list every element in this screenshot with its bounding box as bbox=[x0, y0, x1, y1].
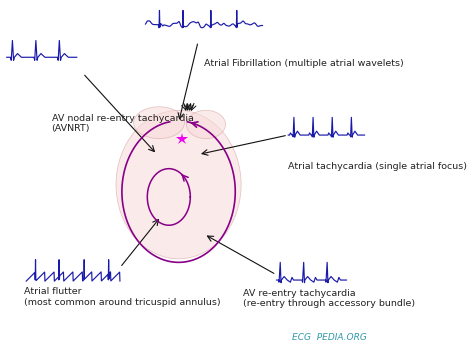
Text: Atrial flutter
(most common around tricuspid annulus): Atrial flutter (most common around tricu… bbox=[24, 287, 221, 306]
Text: AV nodal re-entry tachycardia
(AVNRT): AV nodal re-entry tachycardia (AVNRT) bbox=[52, 114, 193, 133]
Ellipse shape bbox=[116, 110, 241, 259]
Ellipse shape bbox=[186, 110, 226, 138]
Text: Atrial tachycardia (single atrial focus): Atrial tachycardia (single atrial focus) bbox=[288, 162, 467, 171]
Ellipse shape bbox=[134, 107, 184, 138]
Text: AV re-entry tachycardia
(re-entry through accessory bundle): AV re-entry tachycardia (re-entry throug… bbox=[243, 289, 415, 308]
Text: Atrial Fibrillation (multiple atrial wavelets): Atrial Fibrillation (multiple atrial wav… bbox=[204, 59, 404, 68]
Text: ECG  PEDIA.ORG: ECG PEDIA.ORG bbox=[292, 333, 366, 342]
